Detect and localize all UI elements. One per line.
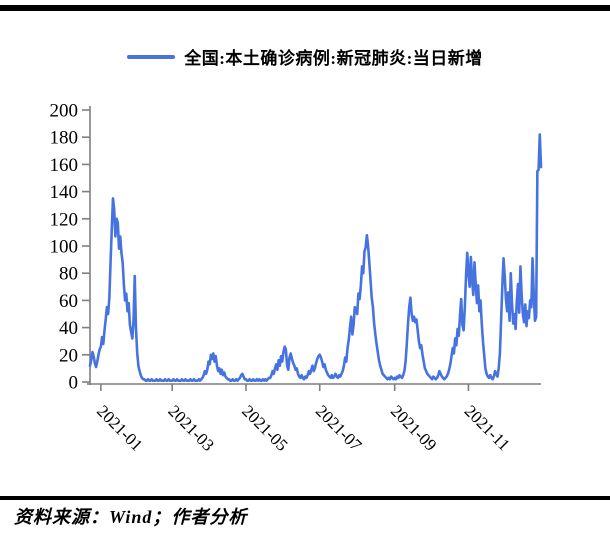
y-tick-label: 120 <box>50 209 79 230</box>
bottom-divider <box>0 496 610 500</box>
x-tick-label: 2021-03 <box>164 401 218 455</box>
x-tick-label: 2021-09 <box>387 401 441 455</box>
y-tick-label: 40 <box>59 318 78 339</box>
y-tick-label: 180 <box>50 128 79 149</box>
top-divider <box>0 5 610 11</box>
y-tick-label: 100 <box>50 237 79 258</box>
y-tick-label: 0 <box>69 373 79 394</box>
x-tick-label: 2021-05 <box>238 401 292 455</box>
y-tick-label: 200 <box>50 101 79 122</box>
legend-line-swatch <box>127 54 176 59</box>
y-tick-label: 80 <box>59 264 78 285</box>
source-note: 资料来源：Wind；作者分析 <box>14 507 248 527</box>
x-tick-label: 2021-07 <box>312 401 366 455</box>
chart-legend: 全国:本土确诊病例:新冠肺炎:当日新增 <box>0 44 610 69</box>
legend-series-label: 全国:本土确诊病例:新冠肺炎:当日新增 <box>184 49 483 68</box>
series-line <box>88 133 543 382</box>
x-tick-label: 2021-11 <box>461 401 514 454</box>
y-tick-label: 60 <box>59 291 78 312</box>
y-tick-label: 20 <box>59 345 78 366</box>
y-tick-label: 140 <box>50 182 79 203</box>
x-tick-label: 2021-01 <box>93 401 147 455</box>
y-tick-label: 160 <box>50 155 79 176</box>
